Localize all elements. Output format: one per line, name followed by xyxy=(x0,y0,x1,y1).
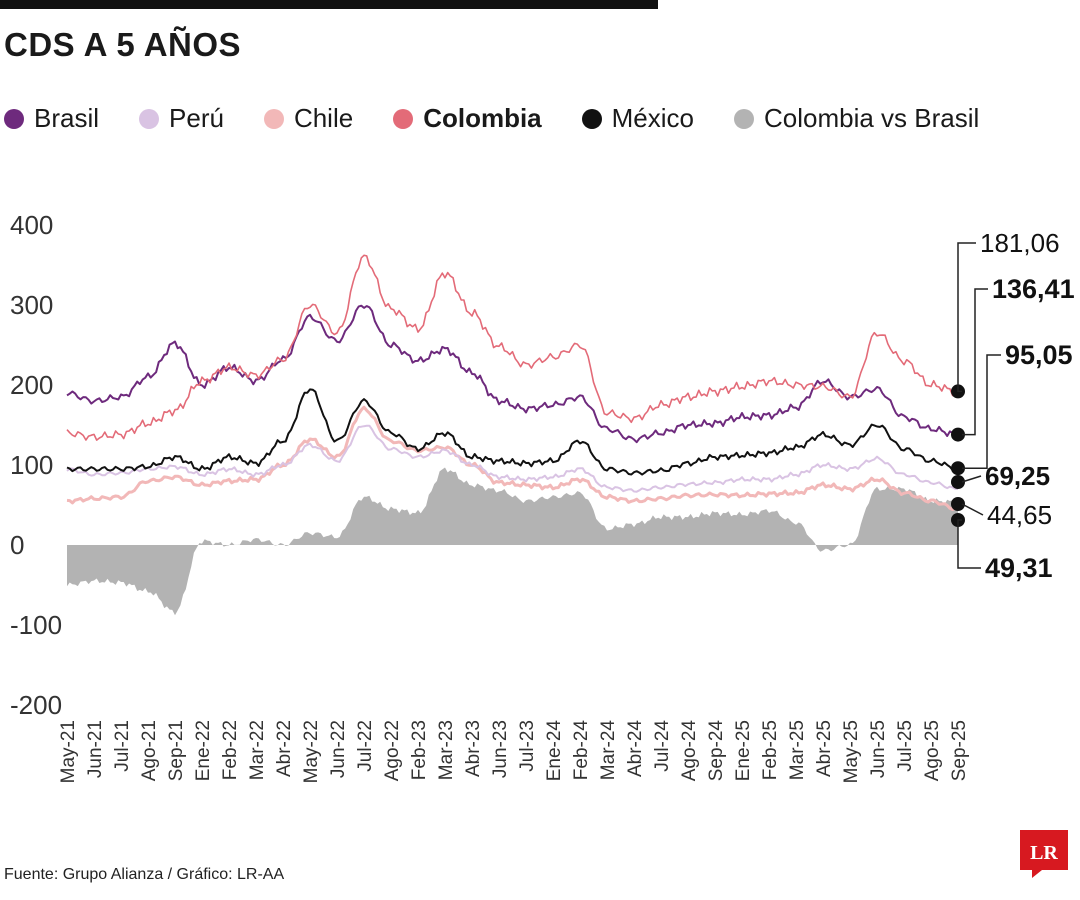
legend-swatch xyxy=(734,108,754,129)
legend-label: Brasil xyxy=(34,103,100,133)
end-value-label: 95,05 xyxy=(1005,340,1073,370)
top-rule xyxy=(0,0,658,9)
legend: Brasil Perú Chile Colombia México Colombia vs… xyxy=(4,103,1019,134)
x-tick-label: Sep-24 xyxy=(706,720,727,782)
x-tick-label: Jun-22 xyxy=(328,720,349,778)
series-line-méxico xyxy=(66,388,959,476)
end-label-leader xyxy=(962,288,988,436)
legend-item: Brasil xyxy=(4,103,99,134)
x-tick-label: May-22 xyxy=(301,720,322,783)
series-line-colombia xyxy=(66,254,959,441)
y-tick-label: 400 xyxy=(10,210,53,240)
x-tick-label: Jul-21 xyxy=(112,720,133,772)
end-marker-dot xyxy=(951,427,965,442)
y-tick-label: -200 xyxy=(10,690,62,720)
end-value-label: 136,41 xyxy=(992,274,1075,304)
legend-swatch xyxy=(393,108,414,129)
end-label-leader xyxy=(962,354,1001,469)
x-tick-label: Mar-24 xyxy=(598,720,619,781)
end-value-label: 44,65 xyxy=(987,500,1052,530)
end-label-leader xyxy=(957,519,981,569)
legend-swatch xyxy=(4,108,24,129)
x-tick-label: Sep-25 xyxy=(949,720,970,781)
legend-label: Colombia vs Brasil xyxy=(764,103,980,133)
x-tick-label: Abr-23 xyxy=(463,720,484,777)
x-tick-label: Abr-22 xyxy=(274,720,295,777)
x-tick-label: Feb-22 xyxy=(220,720,241,780)
y-tick-label: 300 xyxy=(10,290,53,320)
legend-item: Colombia xyxy=(393,103,542,134)
y-tick-label: 100 xyxy=(10,450,53,480)
legend-item: Chile xyxy=(263,103,354,134)
x-tick-label: Jul-23 xyxy=(517,720,538,772)
legend-item: Colombia vs Brasil xyxy=(734,103,979,134)
legend-swatch xyxy=(581,108,602,129)
x-tick-label: Ene-25 xyxy=(733,720,754,781)
x-tick-label: Feb-24 xyxy=(571,720,592,781)
x-tick-label: Ago-22 xyxy=(382,720,403,781)
legend-label: Chile xyxy=(293,103,354,133)
y-tick-label: -100 xyxy=(10,610,62,640)
x-tick-label: Jul-24 xyxy=(652,720,673,772)
series-area-colombia-vs-brasil xyxy=(67,467,958,616)
logo-text: LR xyxy=(1030,842,1058,864)
x-tick-label: Sep-21 xyxy=(166,720,187,781)
x-tick-label: Jul-25 xyxy=(895,720,916,772)
end-marker-dot xyxy=(951,475,965,489)
y-tick-label: 0 xyxy=(10,530,24,560)
x-tick-label: Ene-22 xyxy=(193,720,214,781)
legend-swatch xyxy=(139,108,160,129)
x-tick-label: Feb-25 xyxy=(760,720,781,780)
legend-item: México xyxy=(581,103,694,134)
end-marker-dot xyxy=(951,497,965,511)
x-tick-label: Jun-21 xyxy=(85,720,106,778)
x-tick-label: Mar-23 xyxy=(436,720,457,780)
legend-swatch xyxy=(263,108,284,129)
end-value-label: 181,06 xyxy=(980,228,1060,258)
source-note: Fuente: Grupo Alianza / Gráfico: LR-AA xyxy=(4,866,285,883)
x-tick-label: May-25 xyxy=(841,720,862,783)
end-marker-dot xyxy=(951,461,965,476)
end-value-label: 49,31 xyxy=(985,553,1053,583)
x-tick-label: Feb-23 xyxy=(409,720,430,780)
legend-item: Perú xyxy=(139,103,224,134)
x-tick-label: Jun-25 xyxy=(868,720,889,778)
x-tick-label: Jul-22 xyxy=(355,720,376,772)
series-line-chile xyxy=(66,405,959,511)
x-tick-label: Mar-22 xyxy=(247,720,268,780)
series-line-perú xyxy=(66,424,959,493)
end-label-leader xyxy=(961,503,984,516)
end-label-leader xyxy=(961,475,982,483)
lr-logo: LR xyxy=(1020,830,1068,878)
legend-label: Colombia xyxy=(423,103,542,133)
x-tick-label: Abr-24 xyxy=(625,720,646,777)
chart-title: CDS A 5 AÑOS xyxy=(4,26,242,63)
x-tick-label: Mar-25 xyxy=(787,720,808,780)
x-tick-label: Jun-23 xyxy=(490,720,511,778)
end-value-label: 69,25 xyxy=(985,461,1050,491)
x-tick-label: Abr-25 xyxy=(814,720,835,777)
legend-label: Perú xyxy=(169,103,224,133)
x-tick-label: Ago-21 xyxy=(139,720,160,781)
x-tick-label: Ene-24 xyxy=(544,720,565,782)
y-tick-label: 200 xyxy=(10,370,53,400)
legend-label: México xyxy=(611,103,694,133)
x-tick-label: Ago-24 xyxy=(679,720,700,782)
x-tick-label: Ago-25 xyxy=(922,720,943,781)
x-tick-label: May-21 xyxy=(58,720,79,783)
end-label-leader xyxy=(957,242,976,393)
series-line-brasil xyxy=(66,304,959,444)
